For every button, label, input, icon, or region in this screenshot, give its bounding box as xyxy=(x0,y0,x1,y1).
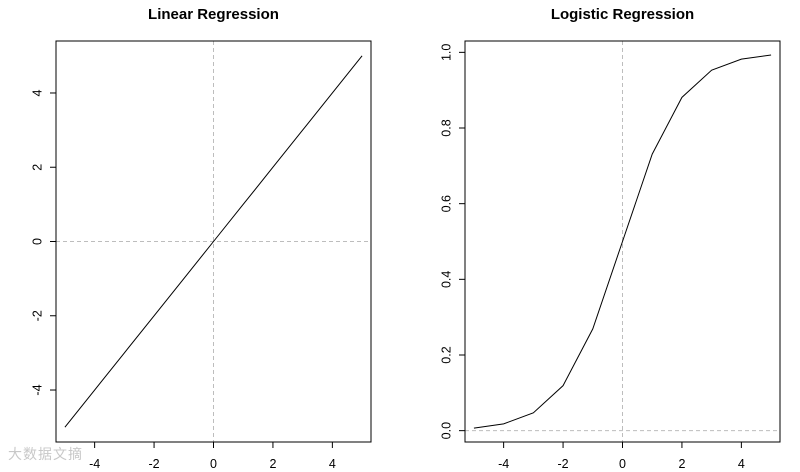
y-tick-label: 0.6 xyxy=(439,195,453,212)
x-tick-label: 4 xyxy=(329,457,336,471)
x-tick-label: -4 xyxy=(89,457,100,471)
watermark-text: 大数据文摘 xyxy=(8,447,83,463)
chart-title: Logistic Regression xyxy=(551,6,694,23)
y-tick-label: 0.0 xyxy=(439,422,453,439)
y-tick-label: 4 xyxy=(30,89,44,96)
x-tick-label: 4 xyxy=(738,457,745,471)
y-tick-label: 0.2 xyxy=(439,346,453,363)
x-tick-label: -4 xyxy=(498,457,509,471)
y-tick-label: 0.8 xyxy=(439,119,453,136)
y-tick-label: 0 xyxy=(30,238,44,245)
chart-panel-2: Logistic Regression -4 -2 0 2 4 0.0 0.2 0.4 0.6 0.… xyxy=(439,6,781,471)
y-tick-label: -4 xyxy=(30,384,44,395)
x-tick-label: 2 xyxy=(269,457,276,471)
y-tick-label: 0.4 xyxy=(439,271,453,288)
chart-title: Linear Regression xyxy=(148,6,279,23)
x-tick-label: 0 xyxy=(619,457,626,471)
y-tick-label: -2 xyxy=(30,310,44,321)
chart-panel-1: Linear Regression -4 -2 0 2 4 -4 -2 0 2 4 xyxy=(30,6,372,471)
x-tick-label: 0 xyxy=(210,457,217,471)
x-tick-label: -2 xyxy=(558,457,569,471)
series-line-1 xyxy=(473,54,772,429)
series-line-1 xyxy=(64,55,363,428)
x-tick-label: 2 xyxy=(678,457,685,471)
x-tick-label: -2 xyxy=(149,457,160,471)
y-tick-label: 1.0 xyxy=(439,44,453,61)
y-tick-label: 2 xyxy=(30,164,44,171)
